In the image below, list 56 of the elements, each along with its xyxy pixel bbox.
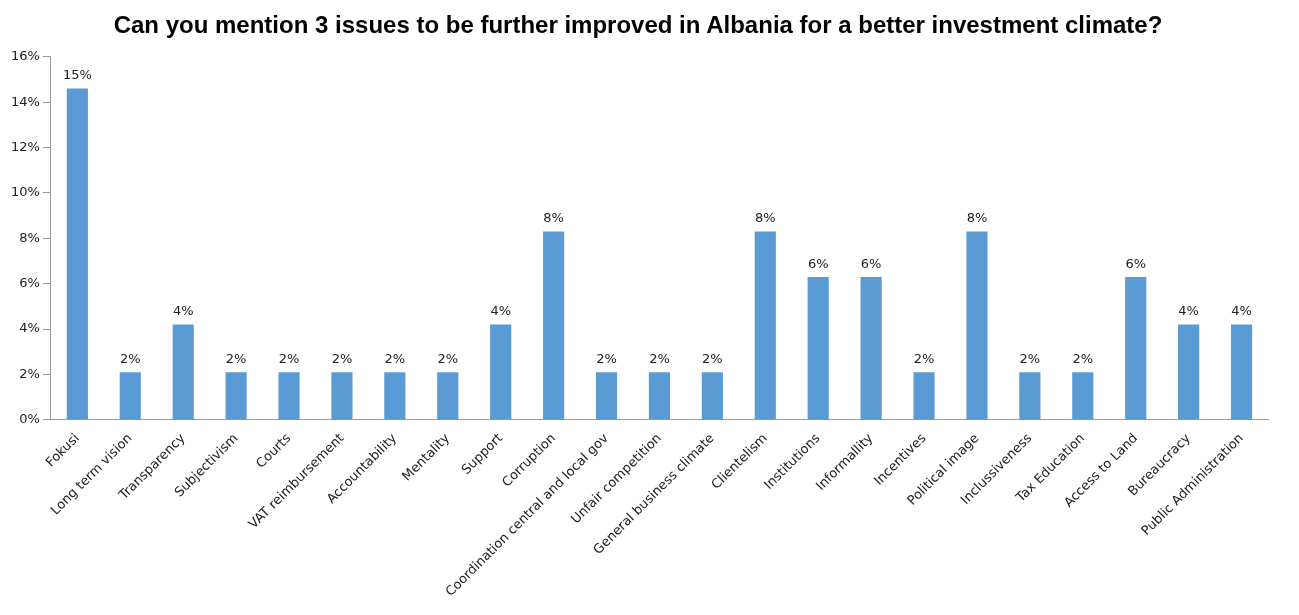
bar <box>543 231 565 420</box>
data-label: 8% <box>543 210 564 226</box>
data-label: 2% <box>649 351 670 367</box>
data-label: 2% <box>225 351 247 367</box>
data-label: 2% <box>384 351 406 367</box>
data-label: 2% <box>1019 351 1041 367</box>
bar <box>384 372 406 420</box>
bar <box>754 231 776 420</box>
bar <box>1230 324 1253 420</box>
data-label: 2% <box>1072 351 1094 367</box>
y-tick-label: 8% <box>19 229 40 245</box>
data-label: 2% <box>913 351 935 367</box>
bar <box>1178 324 1200 420</box>
data-label: 4% <box>1178 303 1199 319</box>
bar <box>1019 372 1041 420</box>
data-label: 2% <box>596 351 617 367</box>
bar <box>648 372 671 420</box>
data-label: 4% <box>1231 303 1252 319</box>
y-tick-label: 4% <box>19 320 40 336</box>
bar <box>437 372 459 420</box>
bar <box>913 372 935 420</box>
bar <box>860 276 882 420</box>
bar <box>595 372 618 420</box>
data-label: 4% <box>490 303 512 319</box>
data-label: 2% <box>437 351 459 367</box>
bar <box>490 324 512 420</box>
y-tick-label: 2% <box>19 365 40 381</box>
bar <box>1072 372 1094 420</box>
y-tick-label: 16% <box>10 48 40 64</box>
bar <box>225 372 247 420</box>
data-label: 6% <box>1125 255 1147 271</box>
chart-title: Can you mention 3 issues to be further improved in Albania for a better investment climate? <box>113 11 1163 39</box>
y-tick-label: 12% <box>10 138 40 154</box>
bar <box>172 324 194 420</box>
bar <box>966 231 988 420</box>
data-label: 2% <box>119 351 141 367</box>
bar <box>66 88 88 420</box>
data-label: 2% <box>702 351 723 367</box>
bar <box>701 372 723 420</box>
y-tick-label: 6% <box>19 275 40 291</box>
bar <box>1125 276 1147 420</box>
bar <box>278 372 300 420</box>
data-label: 8% <box>754 210 776 226</box>
data-label: 4% <box>172 303 194 319</box>
data-label: 8% <box>966 210 988 226</box>
bar <box>331 372 353 420</box>
y-tick-label: 10% <box>10 184 40 200</box>
y-tick-label: 14% <box>10 93 40 109</box>
bar <box>119 372 141 420</box>
y-tick-label: 0% <box>19 411 40 427</box>
bar <box>807 276 829 420</box>
data-label: 2% <box>331 351 353 367</box>
data-label: 6% <box>807 255 829 271</box>
data-label: 6% <box>860 255 882 271</box>
data-label: 15% <box>62 67 92 83</box>
data-label: 2% <box>278 351 300 367</box>
